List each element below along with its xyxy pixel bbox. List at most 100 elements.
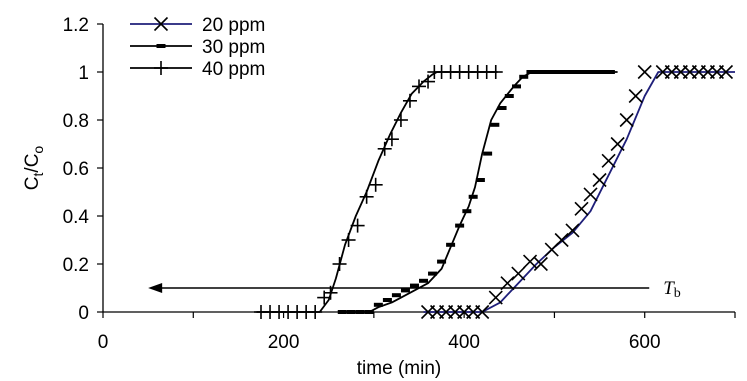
- series-0-point: [718, 64, 734, 80]
- series-0-point: [574, 201, 589, 216]
- series-1-point: [584, 70, 594, 74]
- x-tick-label: 0: [98, 332, 109, 353]
- y-axis-title-sub2: o: [30, 146, 46, 154]
- legend-marker-2: [154, 61, 168, 75]
- series-1-point: [504, 94, 514, 98]
- series-1-point: [337, 310, 347, 314]
- series-0-point: [488, 290, 503, 305]
- series-0-point: [522, 254, 538, 269]
- legend-label-0: 20 ppm: [202, 15, 265, 36]
- series-line-1: [342, 71, 618, 313]
- legend-label-1: 30 ppm: [202, 37, 265, 58]
- series-0-point: [511, 266, 526, 281]
- series-0-point: [628, 88, 643, 104]
- legend-marker-0: [153, 16, 169, 32]
- series-1-point: [526, 70, 536, 74]
- series-0-point: [475, 304, 490, 320]
- series-0-point: [565, 223, 580, 238]
- series-markers: [254, 64, 734, 320]
- y-axis-title-main: C: [22, 176, 43, 190]
- y-axis-title: Ct/Co: [22, 146, 46, 191]
- series-2-point: [332, 257, 347, 271]
- series-1-point: [391, 293, 401, 298]
- series-1-point: [591, 70, 601, 74]
- legend-marker-1: [156, 44, 166, 48]
- series-0-point: [619, 112, 634, 128]
- series-2-point: [308, 305, 323, 319]
- series-1-point: [533, 70, 543, 74]
- series-1-point: [598, 70, 608, 74]
- series-1-point: [512, 84, 522, 89]
- series-2-point: [384, 132, 399, 147]
- y-axis-title-mid: /C: [22, 154, 43, 173]
- y-tick-label: 1: [78, 63, 89, 84]
- series-1-point: [519, 74, 529, 79]
- x-axis-title: time (min): [357, 358, 441, 379]
- series-1-point: [346, 310, 356, 314]
- series-1-point: [577, 70, 587, 74]
- legend-label-2: 40 ppm: [202, 59, 265, 80]
- y-axis-title-sub1: t: [30, 172, 46, 176]
- y-tick-label: 0: [78, 303, 89, 324]
- series-1-point: [428, 271, 438, 276]
- series-1-point: [562, 70, 572, 74]
- series-1-point: [373, 302, 383, 307]
- series-2-point: [350, 218, 365, 233]
- ticks: 0 0.2 0.4 0.6 0.8 1 1.2 0 200 400 600: [63, 15, 736, 353]
- series-0-point: [592, 172, 607, 188]
- tb-label-main: T: [663, 278, 675, 299]
- series-0-point: [601, 153, 616, 168]
- y-tick-label: 0.4: [63, 207, 90, 228]
- x-tick-label: 200: [268, 332, 300, 353]
- series-2-point: [377, 141, 392, 156]
- series-0-point: [583, 187, 598, 202]
- series-1-point: [400, 288, 410, 293]
- series-1-point: [475, 178, 485, 182]
- series-1-point: [468, 194, 478, 199]
- series-1-point: [483, 151, 493, 156]
- tb-annotation: Tb: [148, 278, 681, 301]
- series-1-point: [555, 70, 565, 74]
- series-0-point: [533, 256, 548, 272]
- x-tick-label: 600: [629, 332, 661, 353]
- series-1-point: [540, 70, 550, 74]
- series-2-point: [368, 177, 383, 192]
- tb-arrow-head: [148, 283, 163, 293]
- series-2-point: [359, 189, 374, 204]
- series-1-point: [455, 223, 465, 228]
- series-1-point: [364, 310, 374, 314]
- series-1-point: [548, 70, 558, 74]
- series-0-point: [554, 232, 569, 248]
- series-1-point: [446, 242, 456, 247]
- series-0-point: [637, 64, 652, 80]
- tb-label-sub: b: [674, 286, 681, 301]
- series-1-point: [497, 106, 507, 110]
- y-tick-label: 0.8: [63, 111, 89, 132]
- y-tick-label: 0.6: [63, 159, 89, 180]
- series-2-point: [402, 93, 417, 108]
- series-1-point: [605, 70, 615, 74]
- series-1-point: [382, 298, 392, 302]
- y-tick-label: 0.2: [63, 255, 89, 276]
- tb-label: Tb: [663, 278, 681, 301]
- series-line-0: [423, 71, 735, 313]
- series-1-point: [462, 209, 472, 214]
- series-1-point: [419, 278, 429, 283]
- series-2-point: [393, 113, 408, 127]
- x-tick-label: 400: [448, 332, 480, 353]
- series-2-point: [421, 74, 436, 89]
- series-1-point: [437, 259, 447, 264]
- series-1-point: [490, 122, 500, 127]
- series-1-point: [355, 310, 365, 314]
- series-2-point: [488, 65, 503, 79]
- y-tick-label: 1.2: [63, 15, 89, 36]
- series-1-point: [409, 283, 419, 288]
- series-2-point: [341, 233, 356, 247]
- series-0-point: [610, 136, 625, 152]
- series-2-point: [412, 79, 426, 94]
- series-line-2: [256, 71, 498, 313]
- series-1-point: [569, 70, 579, 74]
- series-lines: [256, 71, 735, 313]
